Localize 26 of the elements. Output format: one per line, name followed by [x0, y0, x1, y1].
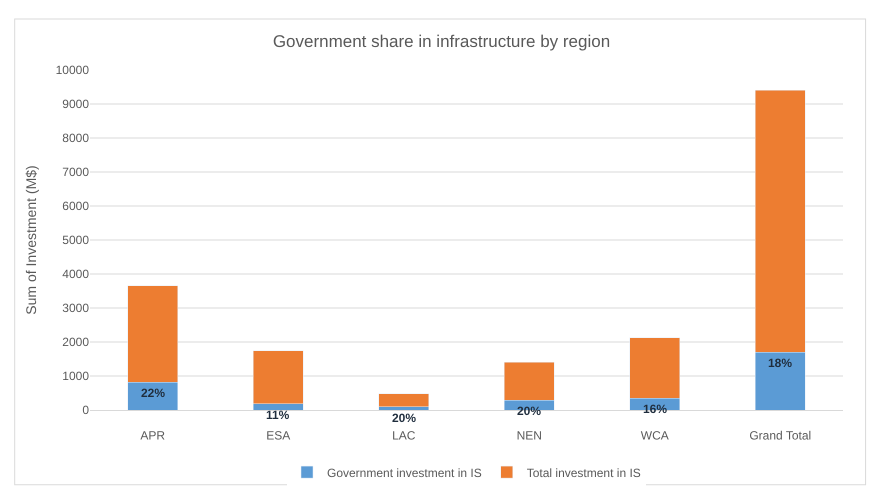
- legend-label: Government investment in IS: [327, 466, 482, 480]
- legend-label: Total investment in IS: [526, 466, 641, 480]
- annotation: 20%: [392, 411, 416, 425]
- y-axis-title: Sum of Investment (M$): [23, 165, 40, 315]
- x-tick-label: NEN: [516, 428, 542, 442]
- x-tick-label: APR: [140, 428, 166, 442]
- y-tick-label: 6000: [62, 199, 90, 214]
- x-tick-label: ESA: [266, 428, 290, 442]
- y-tick-label: 8000: [62, 131, 90, 146]
- chart-title: Government share in infrastructure by region: [272, 32, 610, 51]
- y-tick-label: 7000: [62, 165, 90, 180]
- y-tick-label: 9000: [62, 97, 90, 112]
- annotation: 18%: [768, 356, 792, 370]
- y-tick-label: 2000: [62, 335, 90, 350]
- x-tick-label: Grand Total: [749, 428, 812, 442]
- annotation: 11%: [266, 408, 290, 422]
- y-tick-label: 3000: [62, 301, 90, 316]
- annotation: 22%: [141, 386, 166, 400]
- y-tick-label: 4000: [62, 267, 90, 282]
- y-tick-label: 10000: [56, 63, 90, 78]
- x-tick-label: WCA: [640, 428, 669, 442]
- y-tick-label: 1000: [62, 369, 90, 384]
- x-tick-label: LAC: [392, 428, 416, 442]
- bar: [378, 393, 430, 407]
- y-tick-label: 5000: [62, 233, 90, 248]
- y-tick-label: 0: [82, 403, 90, 418]
